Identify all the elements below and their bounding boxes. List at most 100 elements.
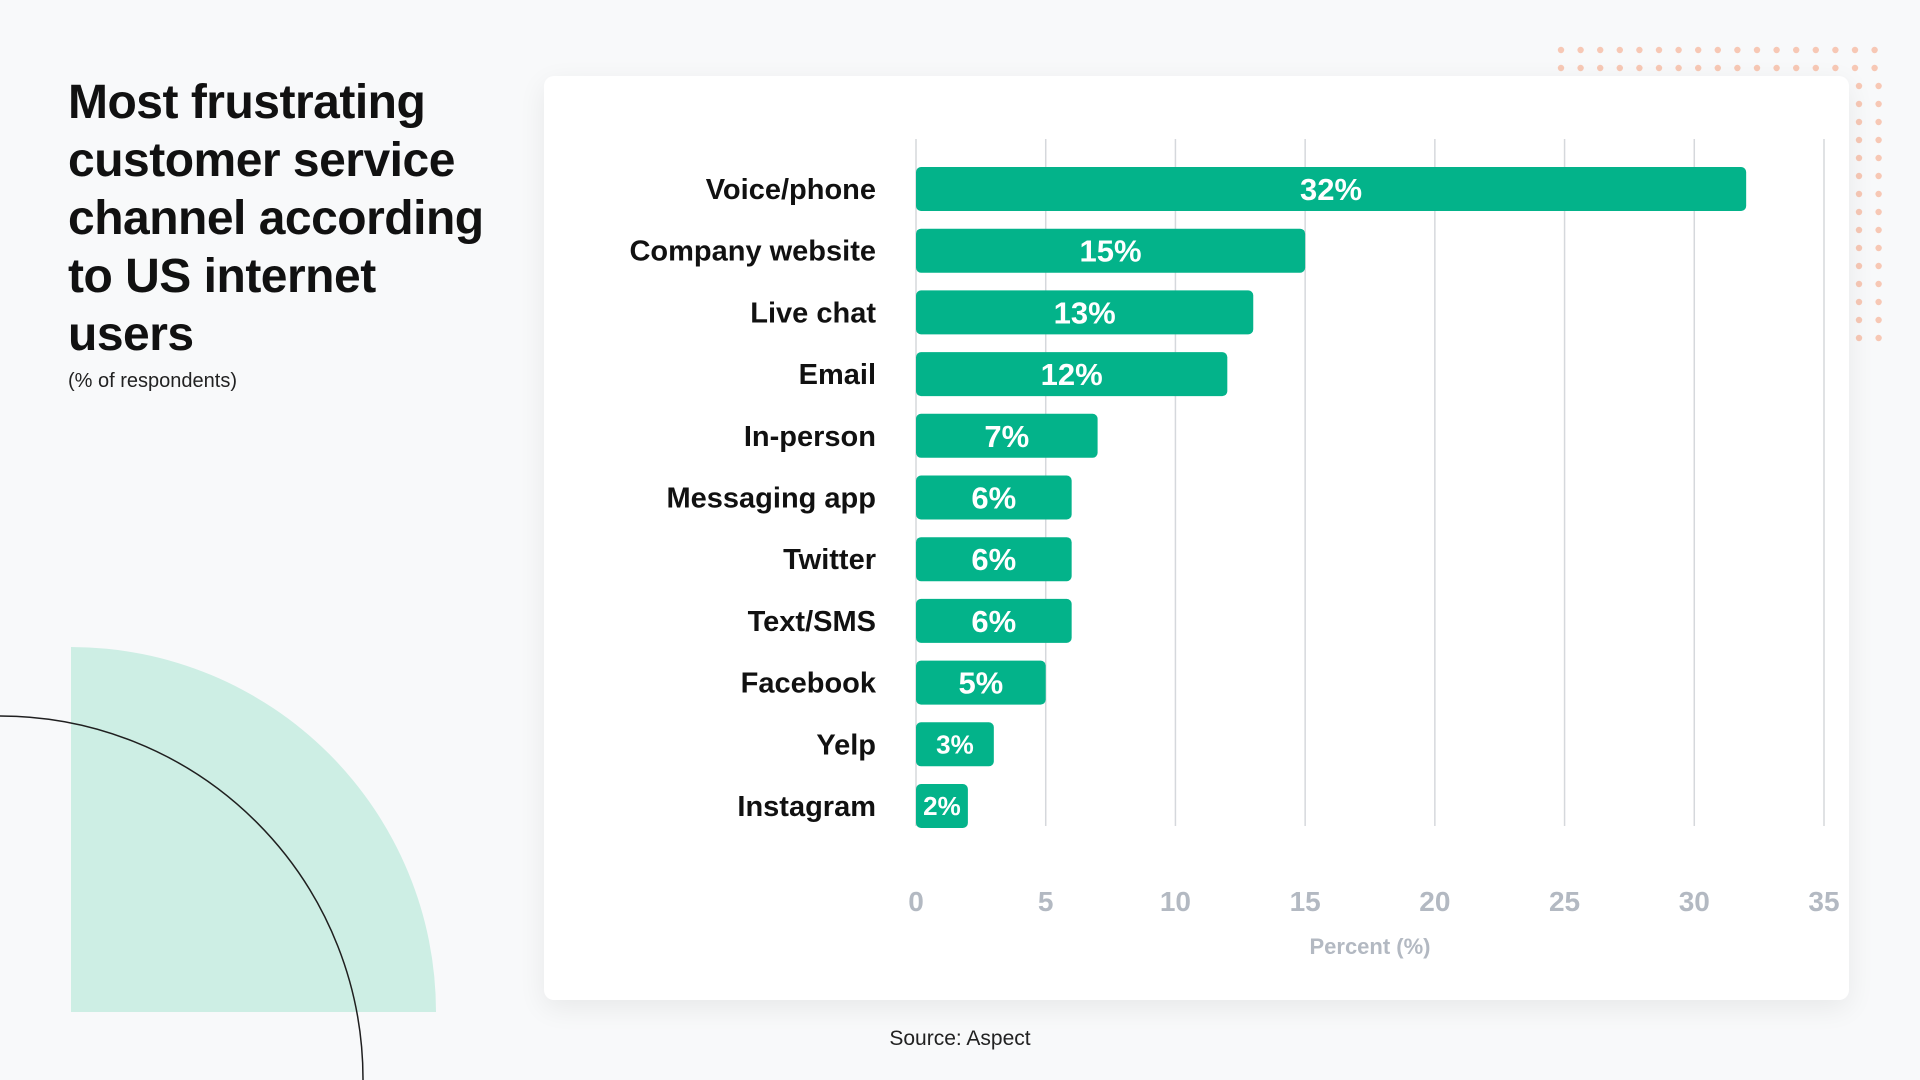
bar: [916, 413, 1098, 458]
decor-dot: [1616, 46, 1623, 54]
decor-dot: [1855, 190, 1863, 198]
decor-dot: [1695, 64, 1702, 72]
decor-dot: [1577, 64, 1584, 72]
x-axis-title: Percent (%): [1309, 934, 1430, 959]
bar: [916, 598, 1072, 643]
category-label: Live chat: [750, 297, 876, 329]
decor-dot: [1875, 208, 1882, 216]
decor-dot: [1871, 64, 1878, 72]
category-label: In-person: [744, 421, 876, 453]
bar: [916, 722, 994, 767]
decor-dot: [1875, 280, 1882, 288]
category-label: Yelp: [816, 729, 876, 761]
data-label: 6%: [971, 542, 1016, 577]
decor-dot: [1855, 82, 1863, 90]
decor-dot: [1855, 298, 1863, 306]
source-note: Source: Aspect: [889, 1027, 1031, 1050]
decor-dot: [1855, 208, 1863, 216]
category-label: Facebook: [741, 668, 877, 700]
decor-dot: [1655, 64, 1663, 72]
x-tick-label: 0: [908, 886, 924, 917]
decor-dot: [1875, 334, 1882, 342]
decor-dot: [1855, 280, 1863, 288]
decor-dot: [1875, 118, 1882, 126]
decor-dot: [1855, 100, 1863, 108]
decor-dot: [1855, 172, 1863, 180]
category-label: Instagram: [737, 791, 876, 823]
decor-dot: [1636, 46, 1643, 54]
decor-dot: [1832, 64, 1839, 72]
data-label: 6%: [971, 481, 1016, 516]
decor-dot: [1812, 64, 1819, 72]
decor-dot: [1875, 100, 1882, 108]
decor-dot: [1875, 190, 1882, 198]
decor-dot: [1855, 154, 1863, 162]
decor-dot: [1557, 64, 1565, 72]
data-label: 7%: [984, 419, 1029, 454]
decor-dot: [1832, 46, 1839, 54]
x-tick-label: 15: [1290, 886, 1321, 917]
decor-dot: [1636, 64, 1643, 72]
x-tick-label: 35: [1808, 886, 1839, 917]
decor-dot: [1753, 46, 1761, 54]
decor-dot: [1773, 64, 1780, 72]
data-label: 3%: [936, 729, 974, 759]
category-label: Voice/phone: [706, 174, 876, 206]
decor-dot: [1875, 172, 1882, 180]
decor-dot: [1695, 46, 1702, 54]
decor-dot: [1855, 262, 1863, 270]
category-label: Messaging app: [667, 483, 877, 515]
decor-dot: [1875, 298, 1882, 306]
decor-dot: [1875, 136, 1882, 144]
data-label: 32%: [1300, 172, 1362, 207]
data-label: 12%: [1041, 357, 1103, 392]
data-label: 2%: [923, 791, 961, 821]
decor-dot: [1875, 262, 1882, 270]
chart-subtitle: (% of respondents): [68, 370, 237, 392]
decor-dot: [1675, 64, 1682, 72]
decor-dot: [1855, 334, 1863, 342]
decor-dot: [1875, 82, 1882, 90]
category-label: Email: [799, 359, 876, 391]
decor-dot: [1616, 64, 1623, 72]
data-label: 13%: [1054, 295, 1116, 330]
decor-dot: [1875, 154, 1882, 162]
x-tick-label: 25: [1549, 886, 1580, 917]
decor-dot: [1855, 244, 1863, 252]
data-label: 6%: [971, 604, 1016, 639]
bar: [916, 167, 1747, 211]
decor-dot: [1557, 46, 1565, 54]
decor-dot: [1714, 64, 1721, 72]
bar: [916, 475, 1072, 520]
decor-dot: [1793, 46, 1800, 54]
decor-dot: [1577, 46, 1584, 54]
bar: [916, 537, 1072, 582]
decor-dot: [1793, 64, 1800, 72]
x-tick-label: 10: [1160, 886, 1191, 917]
decor-dot: [1655, 46, 1663, 54]
decor-dot: [1871, 46, 1878, 54]
data-label: 15%: [1080, 234, 1142, 269]
decor-dot: [1875, 244, 1882, 252]
chart-card: 0 5 10 15 20 25 30 35 Percent (%) Voice/phone 32% C…: [544, 76, 1849, 1000]
x-tick-label: 30: [1679, 886, 1710, 917]
decor-dot: [1812, 46, 1819, 54]
x-tick-label: 20: [1419, 886, 1450, 917]
bar: [916, 228, 1306, 273]
bar-chart: 0 5 10 15 20 25 30 35 Percent (%) Voice/phone 32% C…: [629, 139, 1840, 959]
decor-dot: [1855, 136, 1863, 144]
decor-dot: [1753, 64, 1761, 72]
decor-dot: [1855, 226, 1863, 234]
bar: [916, 784, 968, 828]
decor-dot: [1675, 46, 1682, 54]
category-label: Company website: [629, 236, 876, 268]
decor-dot: [1734, 64, 1741, 72]
decor-dot: [1734, 46, 1741, 54]
category-label: Twitter: [783, 544, 876, 576]
decor-dot: [1597, 64, 1604, 72]
decor-dot: [1875, 226, 1882, 234]
chart-title: Most frustrating customer service channe…: [68, 76, 484, 361]
decor-dot: [1851, 64, 1859, 72]
decor-dot: [1855, 118, 1863, 126]
decor-dot: [1851, 46, 1859, 54]
